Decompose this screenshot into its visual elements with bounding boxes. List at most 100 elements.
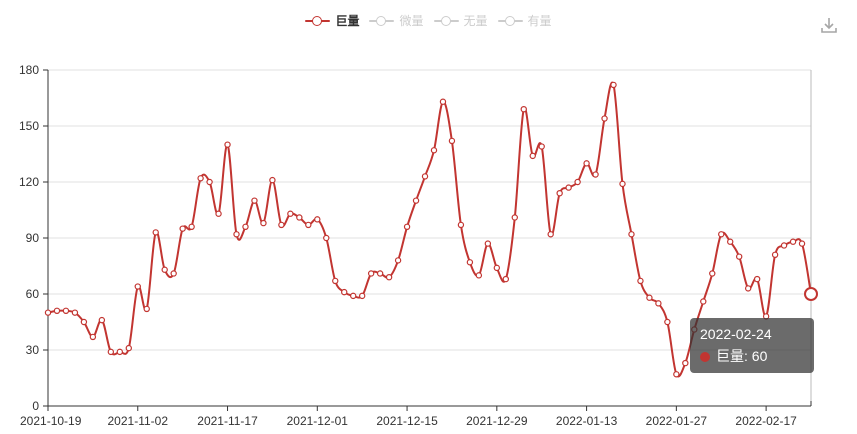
y-axis-label: 30 [26, 343, 40, 357]
data-point-marker [628, 231, 635, 238]
data-point-marker [673, 371, 680, 378]
data-point-marker [664, 318, 671, 326]
data-point-marker [251, 197, 258, 204]
data-point-marker [98, 316, 106, 324]
data-point-marker [691, 326, 698, 333]
data-point-marker [448, 137, 456, 145]
x-axis-label: 2021-12-15 [376, 414, 438, 428]
data-point-marker [394, 257, 402, 264]
x-axis-label: 2021-12-01 [287, 414, 349, 428]
data-point-marker [116, 348, 124, 356]
data-point-marker [655, 300, 662, 307]
data-point-marker [457, 221, 465, 229]
data-point-marker [305, 221, 312, 229]
data-point-marker [179, 225, 186, 232]
legend-item-wuliang[interactable]: 无量 [433, 12, 488, 30]
data-point-marker [466, 259, 474, 266]
data-point-marker [188, 223, 195, 230]
data-point-marker [753, 275, 761, 283]
data-point-marker [520, 105, 527, 113]
data-point-marker [439, 98, 447, 105]
x-axis-label: 2022-01-27 [646, 414, 708, 428]
line-series-icon [305, 16, 331, 26]
data-point-marker [412, 197, 420, 204]
data-point-marker [323, 234, 330, 242]
data-point-marker [152, 229, 159, 236]
data-point-marker [556, 189, 563, 197]
y-axis-label: 120 [19, 175, 39, 189]
download-icon [821, 18, 837, 33]
legend-item-youliang[interactable]: 有量 [497, 12, 552, 30]
data-point-marker [780, 242, 788, 249]
data-point-marker [637, 277, 644, 285]
data-point-marker [260, 219, 267, 227]
line-series-icon [433, 16, 459, 26]
data-point-marker [71, 309, 79, 316]
legend-label: 有量 [527, 14, 552, 28]
legend-label: 微量 [399, 14, 424, 28]
x-axis-label: 2022-02-17 [735, 414, 797, 428]
data-point-marker [601, 115, 608, 122]
data-point-marker [547, 231, 554, 238]
legend-item-juliang[interactable]: 巨量 [305, 12, 359, 30]
data-point-marker [529, 152, 536, 160]
x-axis-label: 2021-11-02 [108, 414, 169, 428]
x-axis-label: 2021-10-19 [20, 414, 82, 428]
data-point-marker [646, 294, 653, 301]
data-point-marker [224, 141, 231, 148]
data-point-marker [358, 292, 366, 300]
data-point-marker [278, 221, 285, 229]
line-series-icon [497, 16, 523, 26]
data-point-marker [314, 216, 321, 223]
data-point-marker [197, 175, 204, 182]
data-point-marker [80, 318, 88, 326]
data-point-marker [709, 270, 716, 277]
data-point-marker [134, 283, 141, 290]
data-point-marker [735, 253, 743, 260]
data-point-marker [161, 266, 168, 273]
x-axis-label: 2021-11-17 [197, 414, 258, 428]
data-point-marker [511, 214, 518, 221]
data-point-marker [215, 210, 222, 217]
data-point-marker [727, 238, 734, 245]
data-point-marker [619, 180, 626, 188]
data-point-marker [107, 348, 115, 356]
line-series-icon [369, 16, 395, 26]
data-point-marker [341, 288, 348, 296]
data-point-marker [718, 231, 725, 238]
data-point-marker [502, 275, 509, 283]
data-point-marker [771, 251, 779, 258]
data-point-marker [538, 143, 545, 150]
data-point-marker [206, 178, 213, 186]
y-axis-label: 180 [19, 63, 39, 77]
legend-label: 巨量 [335, 14, 360, 28]
data-point-marker [376, 270, 384, 277]
legend-label: 无量 [463, 14, 488, 28]
legend: 巨量 微量 无量 有量 [0, 12, 857, 30]
data-point-marker [682, 359, 689, 367]
data-point-marker [62, 307, 70, 314]
data-point-marker [44, 309, 52, 316]
data-point-marker [89, 333, 97, 341]
data-point-marker [143, 305, 150, 313]
data-point-marker [700, 298, 707, 305]
data-point-marker [170, 270, 177, 277]
legend-item-weiliang[interactable]: 微量 [369, 12, 424, 30]
data-point-marker [583, 160, 590, 167]
data-point-marker [233, 231, 240, 238]
data-point-marker [762, 313, 770, 320]
y-axis-label: 90 [26, 231, 40, 245]
y-axis-label: 150 [19, 119, 39, 133]
y-axis-label: 0 [32, 399, 39, 413]
data-point-marker [430, 147, 438, 154]
data-point-marker [475, 272, 483, 279]
data-point-marker [269, 176, 276, 184]
data-point-marker [565, 184, 572, 191]
data-point-marker [332, 277, 339, 285]
save-as-image-button[interactable] [818, 15, 840, 37]
x-axis-label: 2022-01-13 [556, 414, 618, 428]
data-point-marker [125, 344, 132, 352]
data-point-marker [287, 210, 294, 217]
